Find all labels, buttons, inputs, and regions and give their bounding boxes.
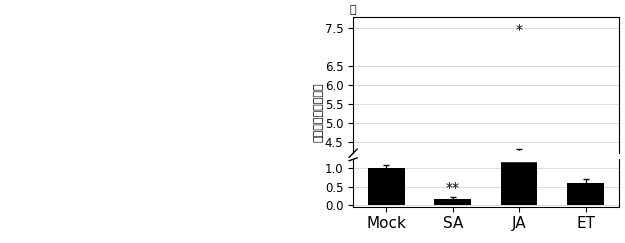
Bar	[434, 199, 471, 205]
Bar	[568, 183, 604, 205]
Text: **: **	[446, 181, 460, 195]
Bar	[368, 168, 404, 205]
Text: 喝: 喝	[350, 5, 357, 15]
Bar	[501, 105, 538, 205]
Bar	[501, 208, 538, 243]
Text: *: *	[516, 23, 522, 37]
Text: 紋枝病菌糸の相対量: 紋枝病菌糸の相対量	[314, 82, 324, 142]
